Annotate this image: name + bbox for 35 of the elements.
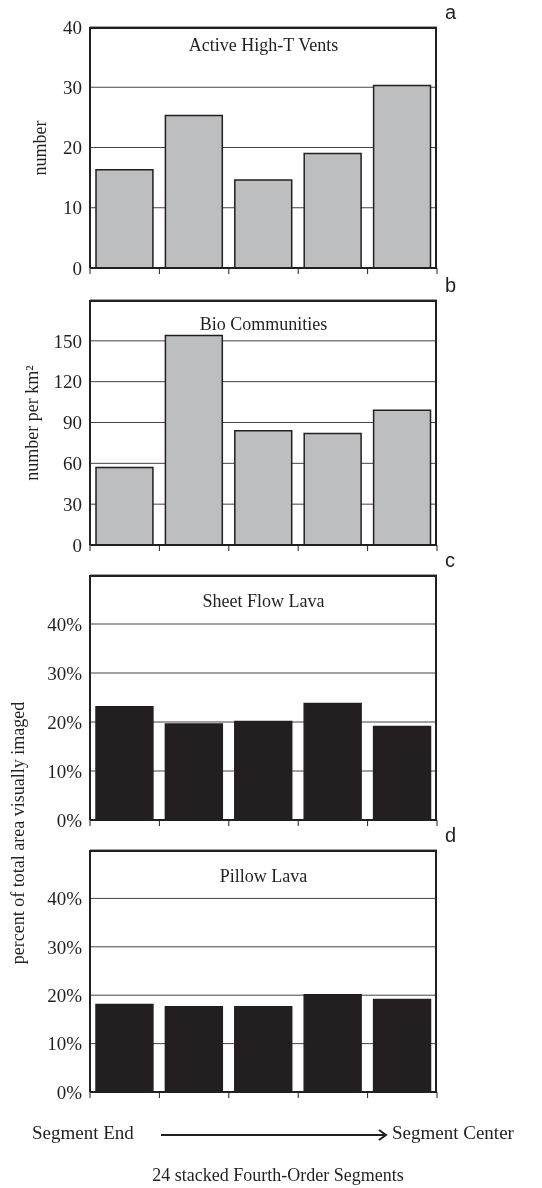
y-axis-title: number per km²: [21, 364, 43, 481]
y-tick-label: 0%: [56, 809, 83, 831]
y-tick-label: 30: [63, 77, 82, 98]
y-tick-label: 60: [63, 453, 82, 475]
text: Bio Communities: [198, 314, 329, 335]
y-tick-label: 30%: [47, 662, 83, 684]
text: c: [445, 549, 455, 572]
y-tick-label: 10%: [47, 760, 83, 782]
x-axis-title: 24 stacked Fourth-Order Segments: [151, 1165, 405, 1186]
text: Sheet Flow Lava: [201, 591, 326, 612]
text: Segment End: [32, 1122, 134, 1144]
y-axis-title: number: [29, 120, 51, 175]
text: a: [445, 1, 457, 24]
text: d: [445, 824, 457, 847]
y-tick-label: 40%: [47, 888, 83, 910]
y-tick-label: 0: [72, 534, 82, 556]
y-axis-title: percent of total area visually imaged: [7, 701, 29, 965]
y-tick-label: 0%: [56, 1081, 83, 1103]
y-tick-label: 20%: [47, 711, 83, 733]
y-tick-label: 40%: [47, 613, 83, 635]
y-tick-label: 10: [63, 197, 82, 219]
y-tick-label: 120: [53, 371, 82, 393]
y-tick-label: 40: [63, 16, 82, 38]
y-tick-label: 20%: [47, 984, 83, 1006]
y-tick-label: 0: [72, 257, 82, 279]
y-tick-label: 10%: [47, 1033, 83, 1055]
y-tick-label: 150: [53, 330, 82, 352]
y-tick-label: 30%: [47, 936, 83, 958]
y-tick-label: 20: [63, 137, 82, 159]
chart-title: Active High-T Vents: [187, 35, 340, 56]
text: Segment Center: [392, 1122, 514, 1144]
text: Pillow Lava: [218, 866, 309, 887]
y-tick-label: 30: [63, 493, 82, 515]
y-tick-label: 90: [63, 412, 82, 434]
text: b: [445, 274, 457, 297]
